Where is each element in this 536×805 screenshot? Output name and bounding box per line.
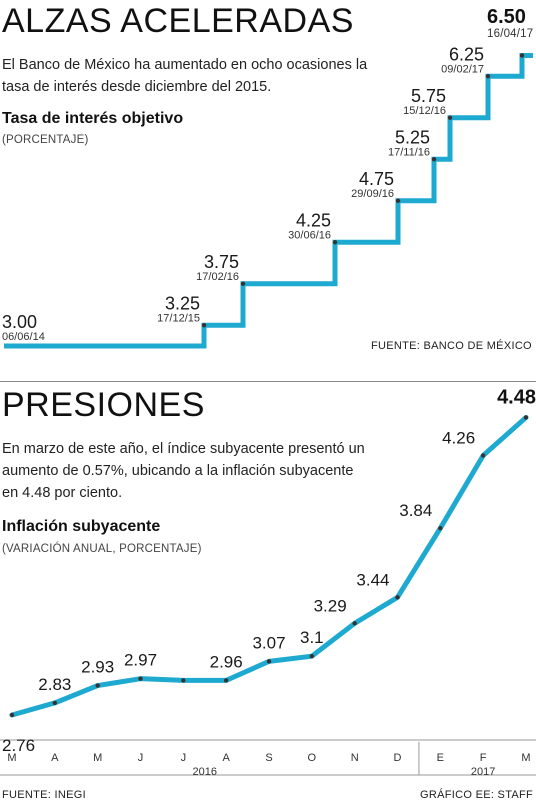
inflation-point <box>352 621 357 626</box>
rate-value-label: 5.25 <box>395 127 430 147</box>
inflation-point <box>52 700 58 706</box>
rate-date-label: 15/12/16 <box>403 105 446 117</box>
rate-value-label: 5.75 <box>411 86 446 106</box>
data-label-latest: 4.48 <box>497 386 536 408</box>
rate-date-label: 17/12/15 <box>157 312 200 324</box>
year-label: 2016 <box>193 766 217 778</box>
data-label: 3.84 <box>399 501 432 520</box>
x-tick-label: M <box>521 752 530 764</box>
rate-point <box>332 240 338 245</box>
section2-subtitle: Inflación subyacente <box>2 518 161 535</box>
rate-date-label: 30/06/16 <box>288 229 331 241</box>
inflation-point <box>9 712 15 718</box>
rate-value-label: 3.75 <box>204 252 239 272</box>
data-label: 2.93 <box>81 658 114 677</box>
inflation-point <box>395 595 400 600</box>
inflation-point <box>523 415 529 420</box>
x-tick-label: A <box>51 752 59 764</box>
section1-intro: El Banco de México ha aumentado en ocho … <box>2 57 368 95</box>
data-label: 2.83 <box>38 675 71 694</box>
data-label: 2.96 <box>210 652 243 671</box>
rate-value-label: 4.25 <box>296 210 331 230</box>
section2-source-right: GRÁFICO EE: STAFF <box>420 789 534 801</box>
rate-point <box>395 198 401 203</box>
data-label: 3.29 <box>314 596 347 615</box>
rate-date-label: 09/02/17 <box>441 63 484 75</box>
rate-point <box>447 115 453 120</box>
inflation-point <box>223 678 229 683</box>
section1-title: ALZAS ACELERADAS <box>2 2 354 40</box>
headline-value: 6.50 <box>487 6 526 28</box>
rate-point <box>431 157 437 162</box>
data-label: 3.07 <box>252 633 285 652</box>
rate-step-line <box>4 53 533 349</box>
rate-date-label: 06/06/14 <box>2 331 45 343</box>
x-tick-label: J <box>181 752 187 764</box>
rate-point <box>485 74 491 79</box>
inflation-point <box>438 525 443 531</box>
section2-intro: En marzo de este año, el índice subyacen… <box>2 441 365 501</box>
section1-unit: (PORCENTAJE) <box>2 134 89 146</box>
rate-value-label: 3.00 <box>2 312 37 332</box>
inflation-chart: M A M J J A S O N D E F M 2016 2017 2.76 2.83 2.93 2.97 2.9… <box>0 386 536 778</box>
rate-date-label: 29/09/16 <box>351 188 394 200</box>
rate-date-label: 17/02/16 <box>196 271 239 283</box>
year-label: 2017 <box>471 766 495 778</box>
section-divider <box>0 381 536 382</box>
x-tick-label: O <box>308 752 317 764</box>
x-tick-label: S <box>265 752 272 764</box>
x-tick-label: M <box>93 752 102 764</box>
rate-point <box>201 323 207 328</box>
x-tick-label: M <box>7 752 16 764</box>
rate-value-label: 6.25 <box>449 44 484 64</box>
rate-value-label: 3.25 <box>165 293 200 313</box>
x-tick-label: F <box>480 752 487 764</box>
rate-value-label: 4.75 <box>359 169 394 189</box>
data-label: 3.1 <box>300 628 324 647</box>
inflation-point <box>480 453 486 458</box>
data-label: 3.44 <box>356 570 389 589</box>
headline-date: 16/04/17 <box>487 28 534 40</box>
x-tick-label: D <box>394 752 402 764</box>
data-label: 2.97 <box>124 651 157 670</box>
inflation-point <box>266 659 272 664</box>
section2-unit: (VARIACIÓN ANUAL, PORCENTAJE) <box>2 543 202 555</box>
inflation-point <box>309 653 315 659</box>
inflation-point <box>95 683 100 688</box>
rate-point <box>240 281 246 286</box>
x-tick-label: J <box>138 752 144 764</box>
section1-source: FUENTE: BANCO DE MÉXICO <box>371 340 532 352</box>
rate-point <box>519 53 525 58</box>
section2-source-left: FUENTE: INEGI <box>2 789 86 801</box>
section2-title: PRESIONES <box>2 386 205 424</box>
x-tick-label: N <box>351 752 359 764</box>
x-tick-label: A <box>222 752 230 764</box>
rate-date-label: 17/11/16 <box>388 146 430 158</box>
data-label: 4.26 <box>442 429 475 448</box>
inflation-point <box>181 678 186 683</box>
data-label: 2.76 <box>2 736 35 755</box>
section1-subtitle: Tasa de interés objetivo <box>2 110 184 127</box>
x-tick-label: E <box>437 752 444 764</box>
inflation-point <box>138 676 143 681</box>
